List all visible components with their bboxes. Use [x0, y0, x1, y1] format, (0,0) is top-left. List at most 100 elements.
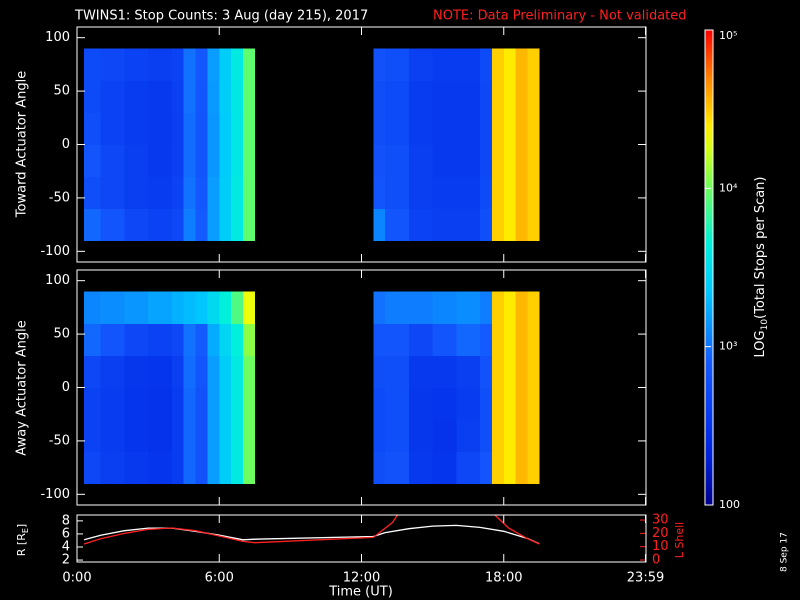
heatmap-cell [480, 144, 493, 177]
heatmap-cell [219, 80, 232, 113]
heatmap-cell [503, 355, 517, 388]
heatmap-cell [148, 291, 173, 324]
heatmap-cell [124, 48, 149, 81]
heatmap-cell [84, 80, 102, 113]
heatmap-cell [480, 291, 493, 324]
heatmap-cell [515, 208, 528, 242]
heatmap-cell [171, 387, 185, 420]
label-part: LOG [753, 330, 768, 357]
heatmap-cell [183, 323, 196, 356]
heatmap-cell [491, 451, 505, 485]
y-tick-label: 0 [62, 380, 70, 395]
heatmap-cell [242, 176, 256, 209]
heatmap-cell [195, 451, 208, 485]
heatmap-cell [385, 144, 410, 177]
heatmap-cell [242, 208, 256, 242]
heatmap-cell [456, 451, 481, 485]
heatmap-cell [242, 323, 256, 356]
heatmap-cell [207, 208, 220, 242]
heatmap-cell [491, 419, 505, 452]
heatmap-cell [171, 355, 185, 388]
y2-tick-label: 20 [652, 526, 669, 541]
heatmap-cell [219, 176, 232, 209]
heatmap-cell [480, 387, 493, 420]
heatmap-cell [527, 355, 540, 388]
heatmap-cell [385, 451, 410, 485]
heatmap-cell [527, 112, 540, 145]
heatmap-cell [503, 419, 517, 452]
colorbar-tick-label: 10⁵ [719, 29, 737, 42]
heatmap-cell [242, 80, 256, 113]
heatmap-cell [84, 112, 102, 145]
heatmap-cell [373, 355, 386, 388]
heatmap-cell [231, 355, 244, 388]
heatmap-cell [515, 112, 528, 145]
heatmap-cell [207, 451, 220, 485]
heatmap-cell [408, 48, 434, 81]
heatmap-cell [124, 387, 149, 420]
heatmap-cell [456, 291, 481, 324]
heatmap-cell [207, 48, 220, 81]
heatmap-cell [491, 208, 505, 242]
heatmap-cell [207, 112, 220, 145]
heatmap-cell [100, 355, 125, 388]
heatmap-cell [219, 355, 232, 388]
heatmap-cell [373, 144, 386, 177]
heatmap-cell [148, 451, 173, 485]
heatmap-cell [491, 323, 505, 356]
heatmap-cell [171, 144, 185, 177]
label-part: (Total Stops per Scan) [753, 177, 768, 319]
heatmap-cell [515, 387, 528, 420]
heatmap-cell [148, 323, 173, 356]
heatmap-cell [183, 291, 196, 324]
label-part: E [21, 528, 30, 533]
heatmap-cell [207, 355, 220, 388]
heatmap-cell [148, 355, 173, 388]
label-part: R [R [15, 533, 28, 556]
y-tick-label: 6 [62, 526, 70, 541]
chart-title: TWINS1: Stop Counts: 3 Aug (day 215), 20… [74, 9, 368, 24]
heatmap-cell [373, 48, 386, 81]
x-axis-label: Time (UT) [328, 585, 393, 600]
heatmap-cell [148, 112, 173, 145]
heatmap-cell [219, 419, 232, 452]
heatmap-cell [207, 80, 220, 113]
y-axis-label: R [RE] [15, 524, 30, 556]
plot-frame [76, 514, 647, 563]
heatmap-cell [171, 176, 185, 209]
heatmap-cell [432, 80, 457, 113]
heatmap-cell [491, 355, 505, 388]
heatmap-cell [408, 208, 434, 242]
heatmap-cell [527, 48, 540, 81]
heatmap-cell [242, 144, 256, 177]
heatmap-cell [183, 80, 196, 113]
heatmap-cell [148, 176, 173, 209]
heatmap-cell [408, 419, 434, 452]
y-tick-label: 8 [62, 513, 70, 528]
heatmap-cell [84, 451, 102, 485]
heatmap-cell [385, 48, 410, 81]
heatmap-cell [503, 387, 517, 420]
colorbar-tick-label: 100 [719, 498, 740, 511]
heatmap-cell [432, 387, 457, 420]
heatmap-cell [195, 144, 208, 177]
heatmap-cell [207, 144, 220, 177]
heatmap-cell [207, 419, 220, 452]
heatmap-cell [456, 323, 481, 356]
heatmap-cell [456, 387, 481, 420]
heatmap-cell [231, 176, 244, 209]
heatmap-cell [148, 387, 173, 420]
heatmap-cell [503, 112, 517, 145]
heatmap-cell [207, 291, 220, 324]
heatmap-cell [385, 355, 410, 388]
heatmap-cell [207, 176, 220, 209]
heatmap-cell [124, 80, 149, 113]
y-tick-label: 50 [53, 84, 70, 99]
heatmap-cell [491, 387, 505, 420]
heatmap-cell [231, 208, 244, 242]
heatmap-cell [231, 291, 244, 324]
heatmap-cell [515, 419, 528, 452]
heatmap-cell [432, 176, 457, 209]
heatmap-cell [373, 323, 386, 356]
heatmap-cell [408, 112, 434, 145]
